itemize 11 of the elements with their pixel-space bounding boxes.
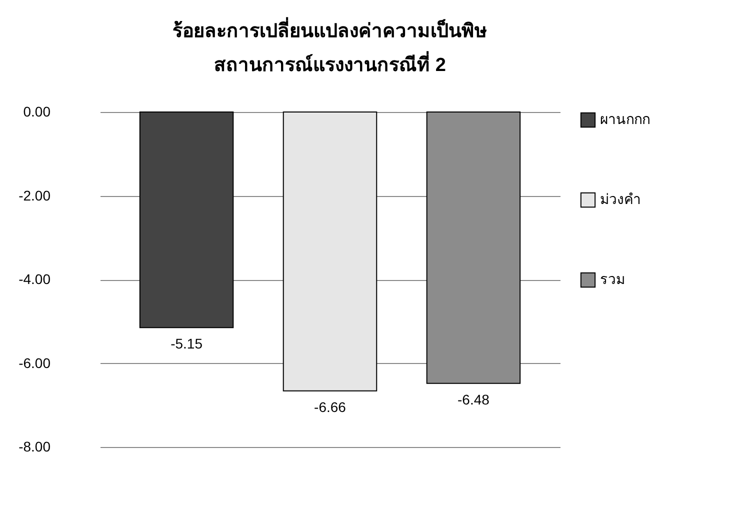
y-tick-label: -4.00 [18, 271, 51, 287]
y-tick-label: -8.00 [18, 438, 51, 454]
y-tick-label: 0.00 [23, 104, 51, 120]
legend-label: ม่วงคำ [600, 191, 641, 207]
data-label: -6.48 [458, 391, 490, 408]
y-tick-label: -2.00 [18, 187, 51, 204]
data-label: -5.15 [170, 336, 203, 352]
y-tick-label: -6.00 [18, 354, 51, 371]
data-label: -6.66 [314, 398, 346, 415]
legend-label: ผานกกก [600, 111, 650, 127]
legend-label: รวม [600, 271, 625, 287]
